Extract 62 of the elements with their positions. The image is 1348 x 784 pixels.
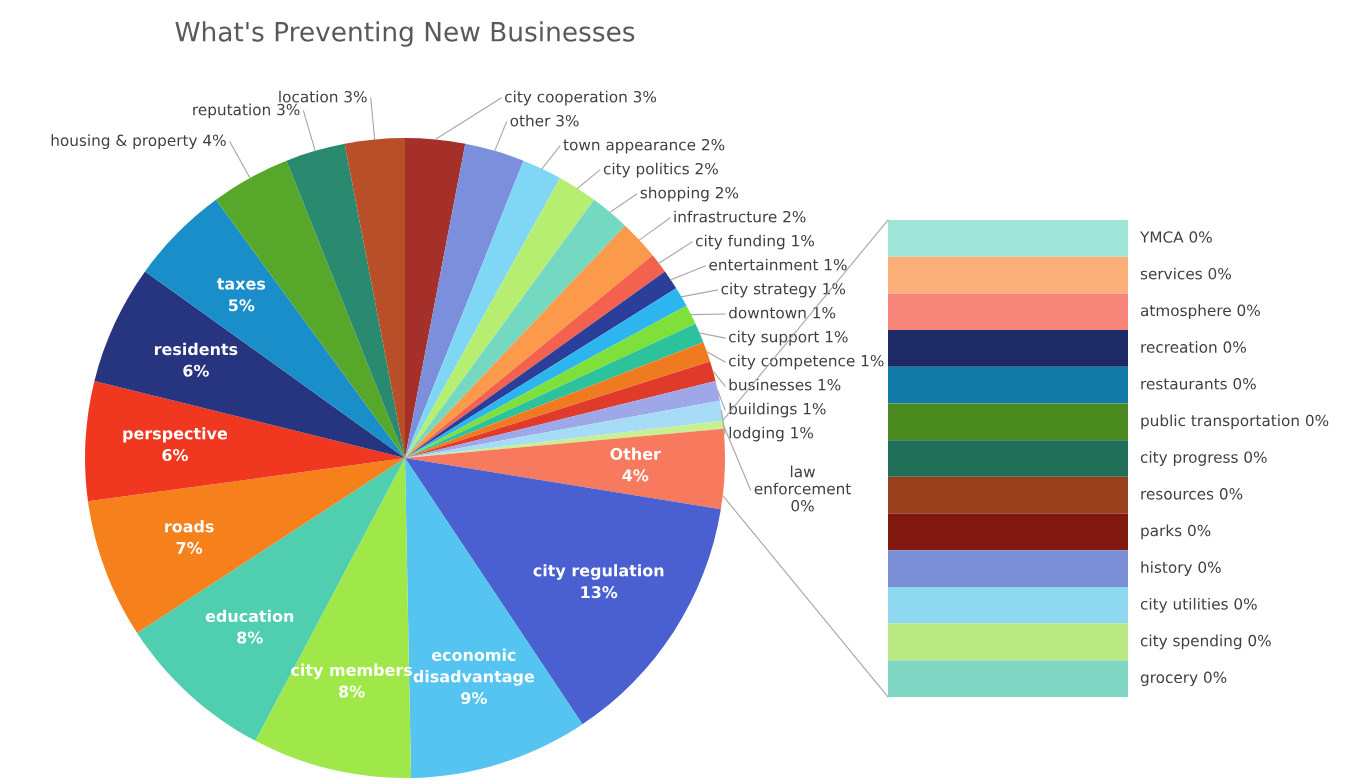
slice-label: lodging 1% — [729, 426, 814, 442]
slice-label: shopping 2% — [640, 186, 739, 202]
category-label: city spending 0% — [1140, 634, 1271, 650]
slice-label: city support 1% — [729, 330, 848, 346]
slice-label: economic disadvantage — [413, 648, 534, 686]
pie-slice — [405, 400, 723, 458]
slice-label: Other — [610, 447, 661, 460]
pie-slice — [405, 342, 711, 458]
category-label: services 0% — [1140, 267, 1231, 280]
category-label: resources 0% — [1141, 488, 1243, 500]
pie-slice — [405, 380, 720, 458]
slice-label: downtown 1% — [729, 306, 836, 319]
data-label: 7% — [176, 541, 203, 554]
data-label: 0% — [791, 500, 814, 512]
slice-label: city funding 1% — [695, 234, 814, 250]
data-label: 6% — [162, 448, 188, 462]
data-label: 9% — [461, 692, 487, 705]
slice-label: housing & property 4% — [51, 134, 226, 150]
slice-label: infrastructure 2% — [674, 210, 806, 223]
slice-label: town appearance 2% — [563, 138, 725, 154]
pie-slice — [405, 428, 725, 510]
category-label: parks 0% — [1141, 524, 1211, 540]
pie-slice — [405, 143, 524, 458]
slice-label: buildings 1% — [729, 402, 826, 418]
data-label: 6% — [183, 364, 209, 377]
slice-label: city strategy 1% — [721, 282, 846, 298]
slice-label: taxes — [216, 278, 266, 290]
slice-label: roads — [165, 520, 214, 533]
slice-label: perspective — [123, 427, 228, 443]
slice-label: other 3% — [510, 114, 579, 127]
category-label: city utilities 0% — [1140, 597, 1257, 613]
category-label: YMCA 0% — [1139, 231, 1212, 243]
pie-slice — [405, 160, 561, 458]
data-label: 8% — [339, 685, 365, 698]
category-label: restaurants 0% — [1141, 377, 1256, 390]
pie-slice — [405, 178, 595, 458]
pie-slice — [405, 138, 466, 458]
slice-label: businesses 1% — [729, 378, 841, 391]
category-label: atmosphere 0% — [1140, 304, 1260, 320]
category-label: history 0% — [1141, 561, 1221, 576]
slice-label: location 3% — [279, 90, 367, 103]
category-label: recreation 0% — [1141, 341, 1246, 353]
data-label: 5% — [228, 299, 255, 312]
pie-slice — [85, 380, 405, 502]
slice-label: city competence 1% — [729, 354, 884, 370]
data-label: 8% — [237, 631, 263, 644]
slice-label: reputation 3% — [193, 103, 300, 119]
slice-label: residents — [154, 342, 238, 356]
category-label: grocery 0% — [1140, 671, 1227, 687]
slice-label: city regulation — [533, 564, 664, 580]
slice-label: education — [205, 609, 294, 623]
data-label: 13% — [581, 586, 618, 599]
category-label: city progress 0% — [1140, 451, 1267, 466]
slice-label: city cooperation 3% — [505, 90, 657, 106]
chart-title: What's Preventing New Businesses — [175, 21, 635, 47]
category-label: public transportation 0% — [1141, 414, 1329, 430]
slice-label: law enforcement — [754, 465, 851, 495]
slice-label: city politics 2% — [603, 162, 718, 178]
data-label: 4% — [622, 469, 649, 482]
pie-slice — [344, 138, 405, 458]
pie-slice — [286, 143, 405, 458]
slice-label: entertainment 1% — [709, 258, 847, 271]
